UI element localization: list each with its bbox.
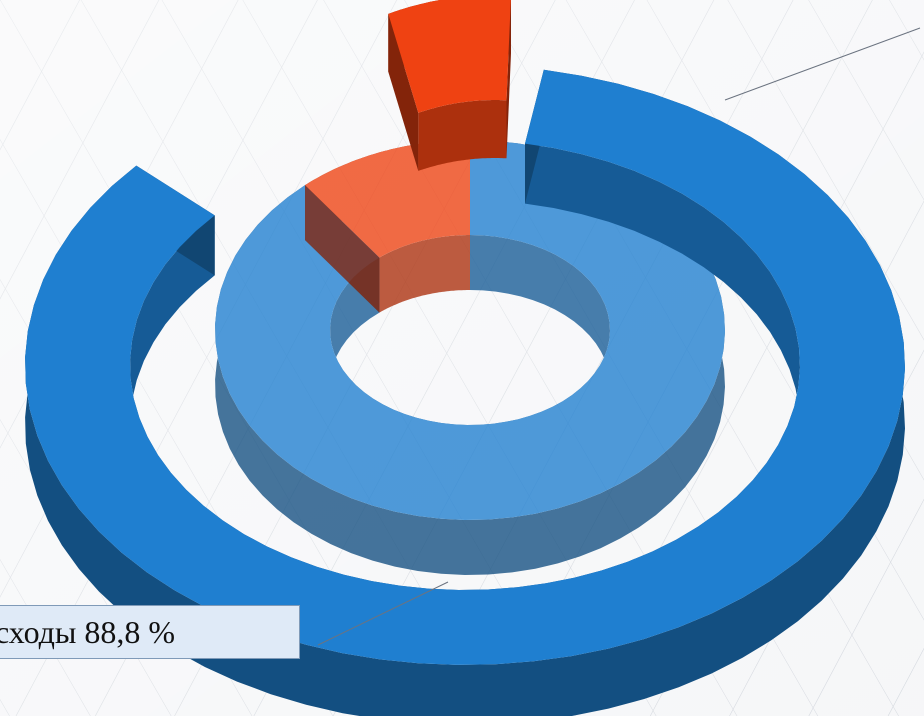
- data-label-expenses: сходы 88,8 %: [0, 605, 300, 659]
- inner-ring-slice-2-inner-wall: [379, 235, 470, 313]
- outer-ring-slice-2-inner-wall: [418, 100, 507, 171]
- inner-ring-slice-2-cap-start: [305, 185, 380, 313]
- outer-ring-slice-2-cap-end: [506, 0, 511, 159]
- outer-ring-slice-2-top: [388, 0, 511, 113]
- outer-ring-slice-2: [388, 0, 511, 171]
- outer-ring-slice-2-cap-start: [388, 13, 419, 171]
- leader-line-blue: [317, 581, 449, 646]
- outer-ring-slice-1: [25, 69, 906, 721]
- inner-ring-slice-2-top: [305, 140, 470, 258]
- leader-line-red: [724, 27, 921, 101]
